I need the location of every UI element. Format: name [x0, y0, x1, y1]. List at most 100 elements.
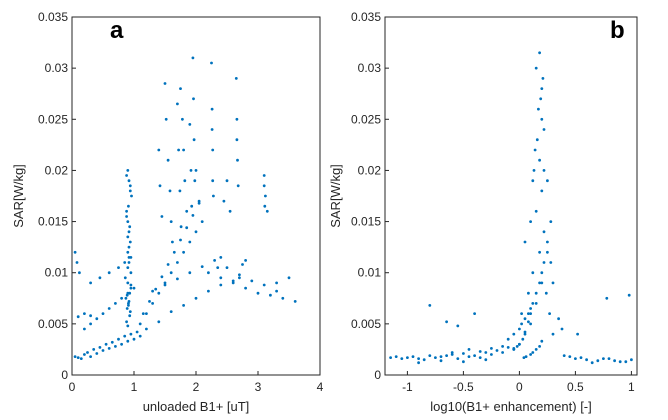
data-point	[546, 240, 549, 244]
data-point	[168, 189, 172, 193]
data-point	[127, 256, 131, 259]
y-tick-label: 0.015	[38, 215, 68, 229]
data-point	[275, 289, 278, 293]
data-point	[484, 358, 488, 362]
data-point	[219, 276, 223, 280]
data-point	[138, 322, 142, 326]
data-point	[473, 354, 476, 357]
data-point	[539, 97, 543, 101]
data-point	[185, 209, 189, 213]
data-point	[120, 342, 123, 346]
data-point	[89, 322, 92, 326]
data-point	[541, 77, 545, 80]
data-point	[540, 117, 544, 121]
data-point	[191, 56, 195, 60]
data-point	[157, 291, 161, 295]
data-point	[73, 250, 77, 254]
data-point	[256, 291, 260, 295]
data-point	[154, 287, 158, 291]
data-point	[630, 358, 633, 362]
data-point	[129, 271, 133, 275]
data-point	[126, 266, 130, 269]
data-point	[456, 324, 460, 328]
data-point	[172, 250, 176, 254]
data-point	[262, 174, 266, 177]
data-point	[129, 283, 133, 287]
data-point	[182, 250, 186, 254]
data-point	[101, 312, 105, 315]
data-point	[89, 355, 92, 358]
data-point	[75, 261, 79, 264]
data-point	[163, 283, 167, 287]
data-point	[160, 215, 164, 218]
data-point	[151, 289, 155, 293]
data-point	[188, 271, 192, 275]
data-point	[520, 322, 523, 326]
data-point	[127, 261, 131, 264]
data-point	[265, 209, 269, 213]
data-point	[515, 345, 519, 348]
data-point	[529, 322, 532, 326]
y-tick-label: 0.015	[351, 215, 381, 229]
data-point	[501, 345, 504, 348]
data-point	[125, 174, 128, 177]
data-point	[546, 179, 549, 183]
data-point	[126, 304, 130, 307]
data-point	[542, 169, 546, 172]
data-point	[128, 240, 132, 244]
data-point	[512, 347, 516, 350]
data-point	[531, 271, 535, 275]
data-point	[128, 314, 132, 318]
data-point	[191, 214, 195, 217]
data-point	[89, 281, 92, 285]
data-point	[548, 312, 551, 315]
y-tick-label: 0.03	[45, 61, 69, 75]
data-point	[533, 148, 537, 152]
data-point	[101, 349, 105, 352]
data-point	[163, 281, 167, 285]
data-point	[124, 296, 128, 300]
data-point	[225, 266, 229, 269]
data-point	[538, 51, 541, 55]
data-point	[534, 291, 538, 295]
x-tick-label: 0.5	[567, 380, 584, 394]
y-tick-label: 0.005	[351, 317, 381, 331]
data-point	[605, 296, 609, 300]
data-point	[86, 351, 89, 354]
data-point	[126, 250, 130, 254]
data-point	[238, 276, 241, 280]
data-point	[236, 158, 239, 162]
data-point	[542, 261, 546, 264]
data-point	[518, 342, 521, 346]
data-point	[148, 300, 151, 303]
data-point	[523, 317, 527, 321]
data-point	[576, 332, 579, 336]
data-point	[574, 357, 577, 360]
data-point	[456, 357, 460, 360]
data-point	[183, 179, 187, 183]
data-point	[169, 271, 173, 275]
x-tick-label: 2	[193, 380, 200, 394]
data-point	[262, 184, 266, 188]
data-point	[95, 352, 99, 355]
data-point	[234, 77, 238, 80]
data-point	[417, 357, 420, 360]
data-point	[439, 359, 443, 363]
data-point	[185, 226, 189, 230]
data-point	[549, 261, 553, 264]
data-point	[417, 361, 420, 365]
data-point	[192, 97, 195, 101]
x-tick-label: 0	[69, 380, 76, 394]
data-point	[522, 356, 526, 359]
data-point	[194, 169, 198, 172]
data-point	[422, 358, 426, 362]
data-point	[179, 87, 182, 90]
data-point	[132, 286, 136, 290]
panel-label-a: a	[110, 17, 124, 44]
data-point	[127, 245, 131, 249]
data-point	[114, 345, 117, 348]
data-point	[193, 179, 197, 183]
panel-b: -1 -0.5 0 0.5 1 0 0.005 0.01 0.015 0.02 0.025 0.03…	[328, 10, 638, 414]
x-tick-label: 1	[131, 380, 138, 394]
data-point	[222, 199, 226, 203]
